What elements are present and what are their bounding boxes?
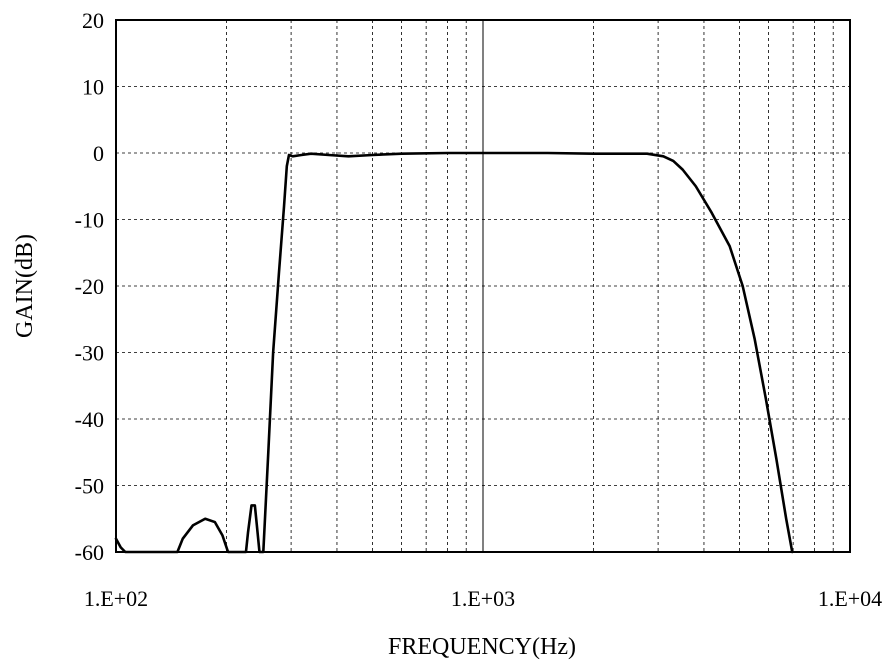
y-tick-label: 10	[82, 75, 104, 100]
y-axis-title: GAIN(dB)	[12, 234, 38, 338]
series-line-0	[114, 151, 794, 554]
y-tick-label: -20	[75, 274, 104, 299]
plot-frame	[115, 19, 851, 553]
y-tick-labels: 20 10 0 -10 -20 -30 -40 -50 -60	[75, 8, 104, 565]
y-tick-label: -50	[75, 474, 104, 499]
x-tick-labels: 1.E+02 1.E+03 1.E+04	[84, 586, 882, 611]
x-tick-label: 1.E+02	[84, 586, 148, 611]
y-tick-label: -60	[75, 540, 104, 565]
y-tick-label: 20	[82, 8, 104, 33]
x-axis-title: FREQUENCY(Hz)	[388, 634, 576, 660]
y-tick-label: -30	[75, 341, 104, 366]
series-layer	[114, 151, 794, 554]
x-tick-label: 1.E+04	[818, 586, 882, 611]
y-tick-label: -40	[75, 407, 104, 432]
x-tick-label: 1.E+03	[451, 586, 515, 611]
y-tick-label: -10	[75, 208, 104, 233]
y-tick-label: 0	[93, 141, 104, 166]
